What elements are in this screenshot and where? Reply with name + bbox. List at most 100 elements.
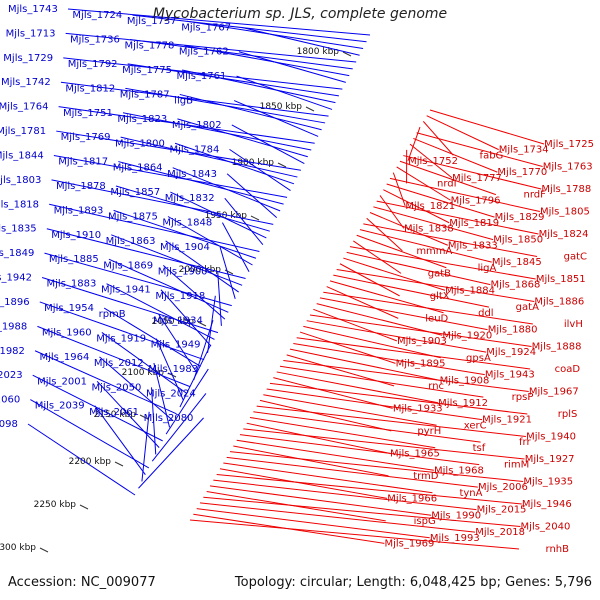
leader-line xyxy=(32,374,163,442)
scale-tick-mark xyxy=(305,106,315,112)
gene-label: Mjls_1844 xyxy=(0,150,44,161)
leader-line xyxy=(132,14,367,43)
gene-label: ligB xyxy=(174,96,193,107)
gene-label: ddl xyxy=(478,308,493,319)
gene-label: Mjls_1965 xyxy=(390,448,440,459)
gene-label: Mjls_1900 xyxy=(158,266,208,277)
gene-label: Mjls_1781 xyxy=(0,126,46,137)
gene-label: Mjls_2098 xyxy=(0,419,18,430)
leader-line xyxy=(184,45,350,77)
gene-label: Mjls_1943 xyxy=(485,370,535,381)
gene-label: Mjls_1843 xyxy=(167,169,217,180)
leader-line xyxy=(158,313,198,374)
leader-line xyxy=(359,229,492,263)
leader-line xyxy=(279,365,484,398)
scale-tick-mark xyxy=(114,461,124,467)
gene-label: Mjls_1910 xyxy=(51,230,101,241)
gene-label: rnhB xyxy=(546,544,570,555)
gene-label: Mjls_1883 xyxy=(47,279,97,290)
leader-line xyxy=(269,382,528,415)
leader-line xyxy=(49,203,260,252)
gene-label: pyrH xyxy=(417,426,441,437)
gene-label: Mjls_1792 xyxy=(68,59,118,70)
leader-line xyxy=(165,240,239,293)
leader-line xyxy=(266,388,483,421)
leader-line xyxy=(376,200,539,235)
leader-line xyxy=(236,75,333,110)
gene-label: Mjls_2001 xyxy=(37,376,87,387)
gene-label: Mjls_1895 xyxy=(396,358,446,369)
gene-label: coaD xyxy=(555,364,581,375)
leader-line xyxy=(229,451,524,482)
gene-label: Mjls_1849 xyxy=(0,248,34,259)
gene-label: Mjls_1736 xyxy=(70,35,120,46)
gene-label: Mjls_2012 xyxy=(94,358,144,369)
gene-label: ligA xyxy=(478,263,497,274)
gene-label: leuD xyxy=(425,313,448,324)
gene-label: Mjls_1924 xyxy=(486,347,536,358)
leader-line xyxy=(209,485,432,516)
gene-label: Mjls_1824 xyxy=(539,229,589,240)
leader-line xyxy=(179,93,322,131)
gene-label: Mjls_1954 xyxy=(44,303,94,314)
scale-tick-mark xyxy=(250,215,260,221)
leader-line xyxy=(276,371,439,404)
leader-line xyxy=(426,115,499,151)
gene-label: Mjls_1878 xyxy=(56,181,106,192)
gene-label: Mjls_1838 xyxy=(404,223,454,234)
gene-label: xerC xyxy=(464,420,487,431)
gene-label: Mjls_1835 xyxy=(0,224,37,235)
scale-tick-label: 2000 kbp xyxy=(179,265,222,275)
leader-line xyxy=(63,57,343,90)
leader-line xyxy=(189,519,520,550)
leader-line xyxy=(127,63,339,97)
leader-line xyxy=(167,216,253,266)
leader-line xyxy=(259,399,392,432)
gene-label: Mjls_1941 xyxy=(101,285,151,296)
gene-label: Mjls_1725 xyxy=(544,139,594,150)
leader-line xyxy=(129,39,353,70)
leader-line xyxy=(60,81,329,117)
gene-label: Mjls_1990 xyxy=(431,510,481,521)
gene-label: Mjls_1763 xyxy=(543,162,593,173)
gene-label: rpsP xyxy=(512,392,534,403)
gene-label: gatA xyxy=(516,302,539,313)
leader-line xyxy=(316,303,443,336)
gene-label: rnc xyxy=(428,381,444,392)
leader-line xyxy=(172,167,281,212)
gene-label: nrdF xyxy=(524,190,547,201)
leader-line xyxy=(263,394,437,426)
gene-label: Mjls_1787 xyxy=(120,89,170,100)
gene-label: tsf xyxy=(473,443,486,454)
gene-label: Mjls_1845 xyxy=(492,257,542,268)
scale-tick-mark xyxy=(342,51,352,57)
leader-line xyxy=(226,456,478,488)
gene-label: Mjls_1742 xyxy=(1,77,51,88)
leader-line xyxy=(118,161,284,205)
leader-line xyxy=(323,291,533,325)
gene-label: Mjls_1896 xyxy=(0,297,30,308)
leader-line xyxy=(243,428,525,460)
gene-label: Mjls_1933 xyxy=(393,403,443,414)
label-leader-lines xyxy=(27,8,545,550)
leader-line xyxy=(177,118,308,158)
leader-line xyxy=(196,508,430,539)
accession-text: Accession: NC_009077 xyxy=(8,575,156,590)
gene-label: Mjls_1819 xyxy=(449,218,499,229)
leader-line xyxy=(30,399,150,469)
gene-label: gatB xyxy=(428,268,451,279)
gene-label: Mjls_2006 xyxy=(478,482,528,493)
gene-label: Mjls_2039 xyxy=(35,401,85,412)
leader-line xyxy=(429,109,545,145)
gene-label: Mjls_1764 xyxy=(0,102,48,113)
gene-label: Mjls_1777 xyxy=(452,173,502,184)
gene-label: Mjls_1988 xyxy=(0,321,27,332)
scale-tick-label: 2100 kbp xyxy=(122,368,165,378)
leader-line xyxy=(111,234,243,286)
gene-label: Mjls_1960 xyxy=(42,327,92,338)
gene-label: Mjls_2040 xyxy=(521,522,571,533)
gene-label: Mjls_1993 xyxy=(430,533,480,544)
gene-label: Mjls_1848 xyxy=(162,218,212,229)
leader-line xyxy=(236,439,434,471)
